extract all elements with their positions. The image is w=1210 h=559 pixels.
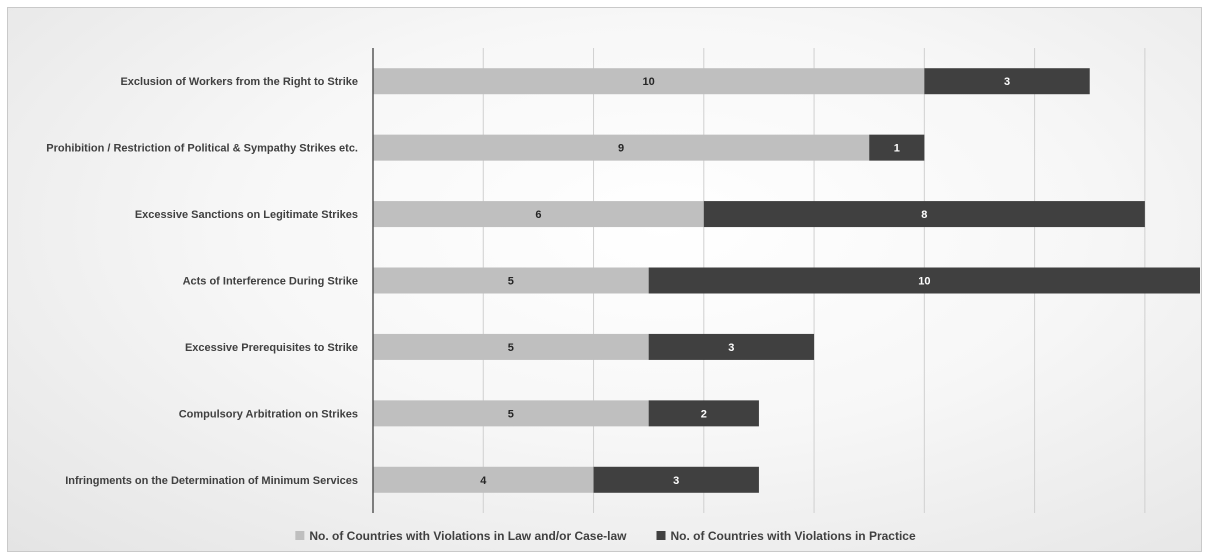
- legend-label-practice: No. of Countries with Violations in Prac…: [671, 529, 916, 543]
- data-label: 6: [535, 209, 541, 221]
- category-label: Excessive Sanctions on Legitimate Strike…: [135, 209, 358, 221]
- data-label: 5: [508, 276, 514, 288]
- data-label: 3: [673, 475, 679, 487]
- bar-practice: [869, 134, 925, 161]
- data-label: 5: [508, 408, 514, 420]
- category-label: Excessive Prerequisites to Strike: [185, 342, 358, 354]
- bar-law: [373, 201, 704, 228]
- legend-swatch-law: [295, 531, 305, 540]
- bar-practice: [593, 466, 759, 493]
- category-label: Prohibition / Restriction of Political &…: [46, 143, 358, 155]
- data-label: 2: [701, 408, 707, 420]
- bar-practice: [648, 333, 815, 360]
- category-label: Acts of Interference During Strike: [183, 276, 358, 288]
- data-label: 9: [618, 143, 624, 155]
- legend: No. of Countries with Violations in Law …: [295, 529, 916, 543]
- data-label: 10: [918, 276, 930, 288]
- bar-law: [373, 134, 870, 161]
- data-label: 10: [643, 76, 655, 88]
- bar-practice: [703, 201, 1145, 228]
- bar-law: [373, 400, 649, 427]
- bar-practice: [924, 68, 1090, 95]
- data-label: 5: [508, 342, 514, 354]
- bar-law: [373, 267, 649, 294]
- data-label: 8: [921, 209, 927, 221]
- legend-swatch-practice: [656, 531, 666, 540]
- data-label: 3: [1004, 76, 1010, 88]
- chart-area: 10 3 Exclusion of Workers from the Right t…: [7, 7, 1202, 552]
- category-label: Infringments on the Determination of Min…: [65, 475, 358, 487]
- data-label: 1: [894, 143, 900, 155]
- bar-law: [373, 68, 925, 95]
- legend-label-law: No. of Countries with Violations in Law …: [309, 529, 627, 543]
- data-label: 3: [728, 342, 734, 354]
- bar-law: [373, 466, 594, 493]
- data-label: 4: [480, 475, 487, 487]
- bar-law: [373, 333, 649, 360]
- category-label: Exclusion of Workers from the Right to S…: [120, 76, 358, 88]
- category-label: Compulsory Arbitration on Strikes: [179, 408, 358, 420]
- bar-practice: [648, 400, 759, 427]
- bar-practice: [648, 267, 1200, 294]
- stacked-bar-chart: 10 3 Exclusion of Workers from the Right t…: [46, 48, 1200, 543]
